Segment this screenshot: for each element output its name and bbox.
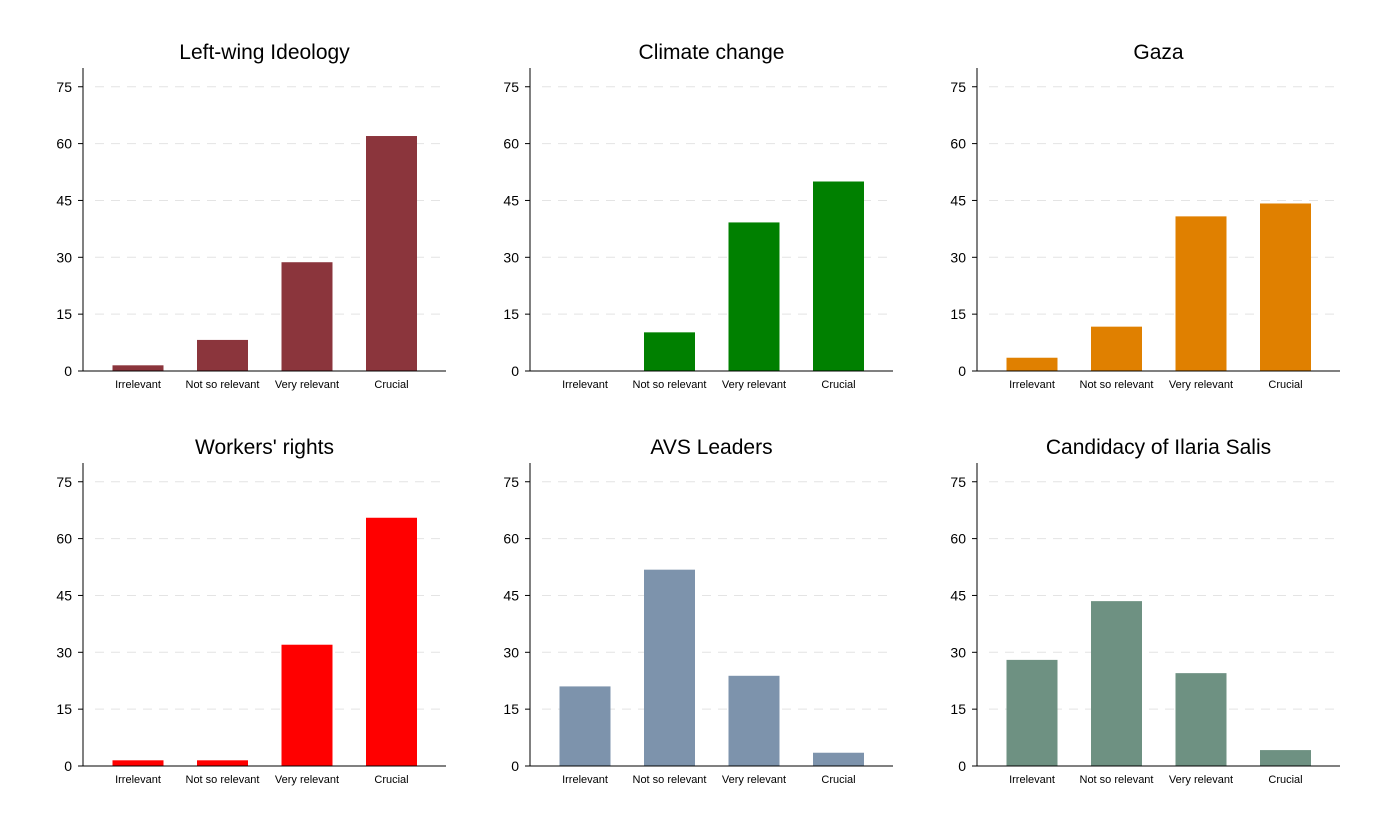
chart-panel-3: Gaza 0 15 30 45 60 75 Irrelevant Not so relevant…	[950, 41, 1340, 391]
y-tick-label: 75	[950, 474, 966, 490]
x-tick-label: Irrelevant	[1009, 774, 1055, 786]
x-tick-label: Not so relevant	[186, 379, 260, 391]
y-tick-label: 0	[64, 363, 72, 379]
chart-panel-6: Candidacy of Ilaria Salis 0 15 30 45 60 75 Irre…	[950, 436, 1340, 786]
chart-title: Workers' rights	[195, 436, 334, 459]
bar-not-so-relevant	[1091, 326, 1142, 371]
chart-panel-4: Workers' rights 0 15 30 45 60 75 Irrelevant Not …	[56, 436, 446, 786]
y-tick-label: 30	[950, 249, 966, 265]
x-tick-label: Not so relevant	[186, 774, 260, 786]
y-tick-label: 60	[503, 136, 519, 152]
y-tick-label: 15	[56, 306, 72, 322]
y-tick-label: 15	[950, 306, 966, 322]
y-tick-label: 60	[56, 531, 72, 547]
y-tick-label: 0	[958, 758, 966, 774]
x-tick-label: Crucial	[1268, 379, 1302, 391]
x-tick-label: Irrelevant	[115, 379, 161, 391]
bar-not-so-relevant	[644, 332, 695, 371]
chart-panel-5: AVS Leaders 0 15 30 45 60 75 Irrelevant Not so r…	[503, 436, 893, 786]
y-tick-label: 75	[950, 79, 966, 95]
x-tick-label: Very relevant	[1169, 774, 1233, 786]
bar-very-relevant	[728, 675, 780, 766]
bar-very-relevant	[281, 262, 333, 371]
y-tick-label: 60	[950, 531, 966, 547]
chart-title: Left-wing Ideology	[179, 41, 350, 64]
bar-irrelevant	[559, 686, 611, 766]
y-tick-label: 15	[503, 701, 519, 717]
x-tick-label: Irrelevant	[1009, 379, 1055, 391]
bar-not-so-relevant	[197, 339, 248, 371]
x-tick-label: Irrelevant	[562, 774, 608, 786]
bar-irrelevant	[1006, 357, 1058, 371]
y-tick-label: 30	[56, 249, 72, 265]
y-tick-label: 15	[503, 306, 519, 322]
bar-crucial	[366, 136, 417, 371]
x-tick-label: Not so relevant	[1080, 379, 1154, 391]
bar-crucial	[813, 752, 864, 766]
chart-title: Candidacy of Ilaria Salis	[1046, 436, 1271, 459]
x-tick-label: Very relevant	[275, 379, 339, 391]
y-tick-label: 30	[503, 644, 519, 660]
bar-not-so-relevant	[197, 760, 248, 766]
y-tick-label: 30	[950, 644, 966, 660]
bar-not-so-relevant	[1091, 601, 1142, 766]
y-tick-label: 15	[950, 701, 966, 717]
x-tick-label: Crucial	[1268, 774, 1302, 786]
y-tick-label: 75	[56, 79, 72, 95]
x-tick-label: Crucial	[821, 774, 855, 786]
y-tick-label: 0	[511, 363, 519, 379]
x-tick-label: Crucial	[374, 774, 408, 786]
bar-crucial	[813, 181, 864, 371]
x-tick-label: Not so relevant	[1080, 774, 1154, 786]
chart-title: Gaza	[1133, 41, 1184, 64]
y-tick-label: 60	[56, 136, 72, 152]
bar-very-relevant	[728, 222, 780, 371]
bar-irrelevant	[112, 760, 164, 766]
y-tick-label: 45	[56, 192, 72, 208]
chart-panel-2: Climate change 0 15 30 45 60 75 Irrelevant Not s…	[503, 41, 893, 391]
bar-irrelevant	[112, 365, 164, 371]
bar-crucial	[366, 517, 417, 766]
y-tick-label: 45	[56, 587, 72, 603]
bar-very-relevant	[1175, 673, 1227, 766]
y-tick-label: 0	[64, 758, 72, 774]
bar-crucial	[1260, 750, 1311, 766]
bar-very-relevant	[281, 644, 333, 766]
y-tick-label: 45	[503, 587, 519, 603]
y-tick-label: 75	[503, 79, 519, 95]
y-tick-label: 30	[56, 644, 72, 660]
bar-not-so-relevant	[644, 569, 695, 766]
chart-panel-1: Left-wing Ideology 0 15 30 45 60 75 Irrelevant N…	[56, 41, 446, 391]
x-tick-label: Very relevant	[722, 379, 786, 391]
bar-crucial	[1260, 203, 1311, 371]
x-tick-label: Very relevant	[1169, 379, 1233, 391]
x-tick-label: Irrelevant	[562, 379, 608, 391]
chart-title: Climate change	[639, 41, 785, 64]
x-tick-label: Crucial	[821, 379, 855, 391]
y-tick-label: 75	[56, 474, 72, 490]
chart-title: AVS Leaders	[650, 436, 772, 459]
x-tick-label: Irrelevant	[115, 774, 161, 786]
bar-very-relevant	[1175, 216, 1227, 371]
y-tick-label: 45	[950, 587, 966, 603]
y-tick-label: 75	[503, 474, 519, 490]
y-tick-label: 15	[56, 701, 72, 717]
x-tick-label: Crucial	[374, 379, 408, 391]
y-tick-label: 45	[950, 192, 966, 208]
y-tick-label: 45	[503, 192, 519, 208]
y-tick-label: 60	[503, 531, 519, 547]
y-tick-label: 30	[503, 249, 519, 265]
bar-irrelevant	[1006, 659, 1058, 766]
x-tick-label: Very relevant	[722, 774, 786, 786]
y-tick-label: 0	[958, 363, 966, 379]
x-tick-label: Very relevant	[275, 774, 339, 786]
y-tick-label: 60	[950, 136, 966, 152]
y-tick-label: 0	[511, 758, 519, 774]
x-tick-label: Not so relevant	[633, 774, 707, 786]
x-tick-label: Not so relevant	[633, 379, 707, 391]
